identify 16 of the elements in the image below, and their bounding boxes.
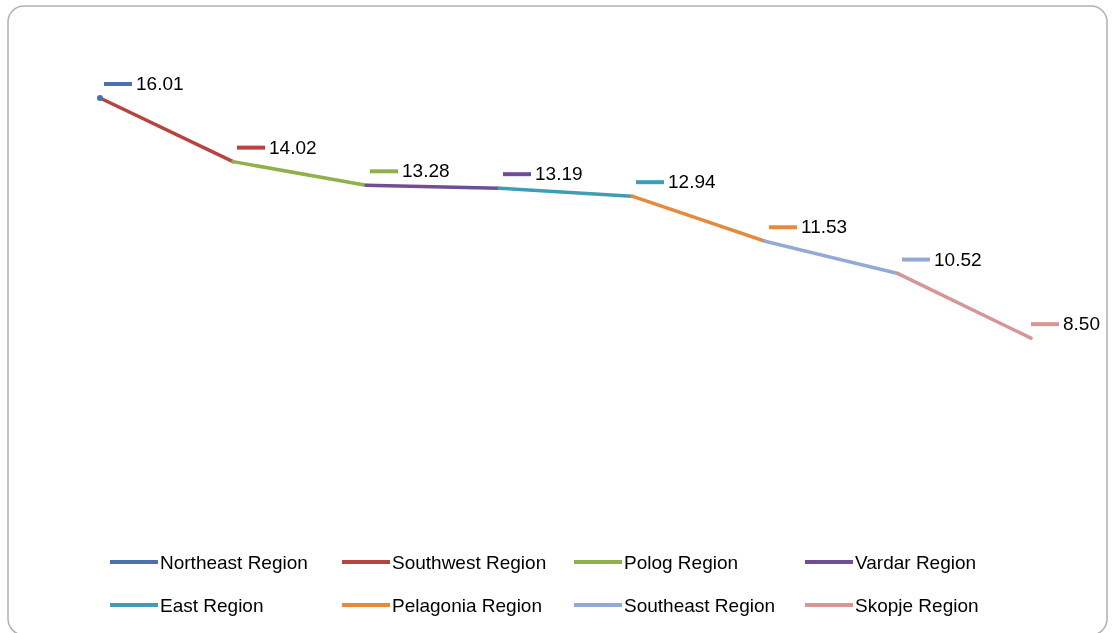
data-label: 10.52 <box>934 248 982 270</box>
legend-label: Southeast Region <box>624 595 776 616</box>
legend-label: Skopje Region <box>855 595 979 616</box>
data-label: 13.28 <box>402 160 450 182</box>
legend-label: Polog Region <box>624 552 739 573</box>
legend-label: Southwest Region <box>392 552 547 573</box>
data-label: 12.94 <box>668 171 716 193</box>
data-label: 14.02 <box>269 136 317 158</box>
data-label: 11.53 <box>801 216 848 238</box>
legend-label: East Region <box>160 595 264 616</box>
legend-label: Pelagonia Region <box>392 595 543 616</box>
data-label: 13.19 <box>535 163 583 185</box>
legend-label: Northeast Region <box>160 552 308 573</box>
data-label: 16.01 <box>136 73 184 94</box>
data-label: 8.50 <box>1063 313 1100 335</box>
legend-label: Vardar Region <box>855 552 977 573</box>
